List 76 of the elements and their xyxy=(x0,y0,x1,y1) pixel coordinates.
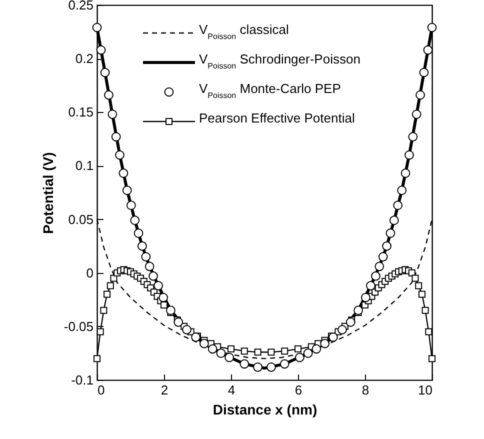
point xyxy=(374,262,384,272)
point xyxy=(111,132,121,142)
y-tick-label: 0.25 xyxy=(68,0,94,12)
point xyxy=(328,332,338,342)
point xyxy=(408,132,418,142)
point xyxy=(280,359,290,369)
point xyxy=(400,168,410,178)
point xyxy=(154,281,163,290)
point xyxy=(141,252,151,262)
point xyxy=(100,68,110,78)
point xyxy=(412,110,422,119)
point xyxy=(266,362,276,372)
point xyxy=(126,200,136,210)
point xyxy=(130,216,140,226)
point xyxy=(404,150,414,160)
x-tick-label: 6 xyxy=(294,382,302,398)
point xyxy=(303,348,313,358)
y-tick-label: 0.15 xyxy=(68,104,94,120)
point xyxy=(191,332,201,342)
point xyxy=(224,352,234,362)
y-tick-label: 0.1 xyxy=(75,158,94,174)
point xyxy=(360,292,370,302)
legend-label: V$_{Poisson}$ classical xyxy=(199,22,289,40)
point xyxy=(338,324,347,334)
point xyxy=(397,186,407,196)
legend-label: V$_{Poisson}$ Schrodinger-Poisson xyxy=(199,52,360,70)
point xyxy=(320,338,330,348)
legend-label: V$_{Poisson}$ Monte-Carlo PEP xyxy=(199,81,341,100)
point xyxy=(389,216,399,226)
point xyxy=(354,306,363,316)
point xyxy=(371,271,380,281)
point xyxy=(108,110,118,119)
legend-label: Pearson Effective Potential xyxy=(199,110,355,126)
point xyxy=(294,352,304,362)
y-tick-label: -0.1 xyxy=(71,372,94,388)
x-tick-label: 2 xyxy=(160,382,168,398)
point xyxy=(419,68,429,78)
point xyxy=(138,241,147,251)
point xyxy=(96,45,106,55)
point xyxy=(118,168,128,178)
point xyxy=(378,252,388,262)
point xyxy=(427,22,437,32)
point xyxy=(393,200,403,210)
x-tick-label: 8 xyxy=(362,382,370,398)
point xyxy=(382,241,392,251)
point xyxy=(216,348,226,358)
point xyxy=(122,186,132,196)
x-tick-label: 10 xyxy=(418,382,432,398)
point xyxy=(115,150,124,160)
point xyxy=(200,338,209,348)
point xyxy=(346,317,356,327)
y-tick-label: 0 xyxy=(86,265,94,280)
point xyxy=(253,362,262,372)
x-tick-label: 4 xyxy=(228,382,236,398)
point xyxy=(423,45,433,55)
y-tick-label: -0.05 xyxy=(64,318,94,334)
y-tick-label: 0.05 xyxy=(68,212,94,227)
x-axis-title: Distance x (nm) xyxy=(212,402,318,418)
point xyxy=(182,324,192,334)
point xyxy=(366,281,376,290)
point xyxy=(158,292,168,302)
point xyxy=(416,90,425,100)
point xyxy=(104,90,114,100)
point xyxy=(386,228,396,238)
x-tick-label: 0 xyxy=(98,382,105,398)
y-axis-title: Potential (V) xyxy=(40,152,56,234)
point xyxy=(208,344,218,354)
point xyxy=(166,306,176,316)
point xyxy=(240,359,250,369)
point xyxy=(144,262,154,272)
point xyxy=(174,317,184,327)
point xyxy=(312,344,322,354)
point xyxy=(92,22,102,32)
point xyxy=(148,271,158,281)
point xyxy=(134,228,144,238)
y-tick-label: 0.2 xyxy=(75,51,94,66)
